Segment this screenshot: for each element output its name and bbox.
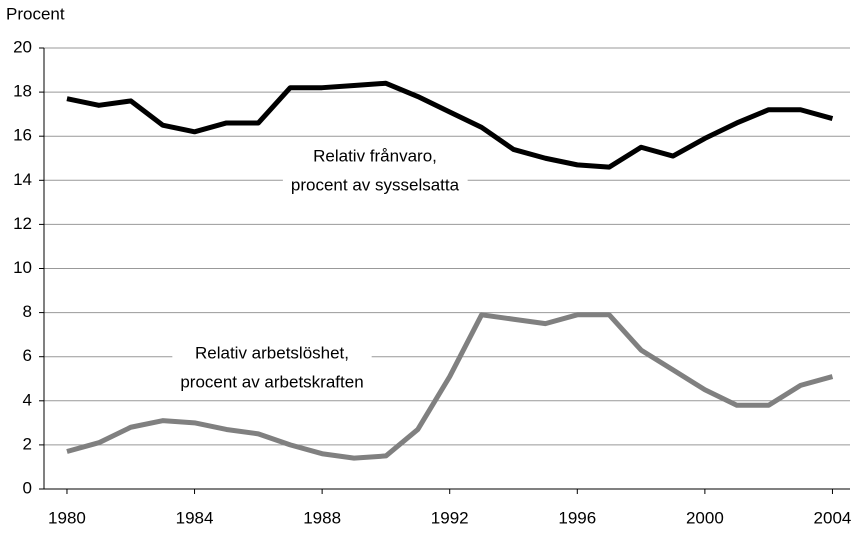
x-tick-label: 1984 xyxy=(176,508,214,527)
y-tick-label: 20 xyxy=(13,37,32,56)
y-tick-label: 18 xyxy=(13,82,32,101)
y-tick-label: 2 xyxy=(23,434,32,453)
annotation: Relativ arbetslöshet, procent av arbetskr… xyxy=(172,341,372,394)
line-series xyxy=(66,312,834,461)
annotation-text: procent av arbetskraften xyxy=(180,372,363,391)
x-tick-label: 1988 xyxy=(303,508,341,527)
y-tick-label: 10 xyxy=(13,258,32,277)
annotation-bg xyxy=(282,144,468,197)
annotation-text: Relativ frånvaro, xyxy=(313,146,437,165)
x-tick-label: 2004 xyxy=(814,508,852,527)
y-axis-label: Procent xyxy=(6,4,65,23)
annotation-text: procent av sysselsatta xyxy=(291,175,460,194)
y-tick-label: 4 xyxy=(23,390,32,409)
annotation: Relativ frånvaro, procent av sysselsatta xyxy=(282,144,468,197)
y-tick-label: 12 xyxy=(13,214,32,233)
x-tick-label: 2000 xyxy=(686,508,724,527)
grid xyxy=(44,47,850,490)
x-tick-label: 1980 xyxy=(48,508,86,527)
annotation-text: Relativ arbetslöshet, xyxy=(195,343,349,362)
line-series xyxy=(66,80,834,170)
y-tick-label: 0 xyxy=(23,478,32,497)
y-tick-label: 6 xyxy=(23,346,32,365)
x-tick-label: 1992 xyxy=(431,508,469,527)
y-tick-label: 8 xyxy=(23,302,32,321)
y-tick-label: 16 xyxy=(13,126,32,145)
annotation-bg xyxy=(172,341,372,394)
x-tick-label: 1996 xyxy=(558,508,596,527)
y-tick-label: 14 xyxy=(13,170,32,189)
